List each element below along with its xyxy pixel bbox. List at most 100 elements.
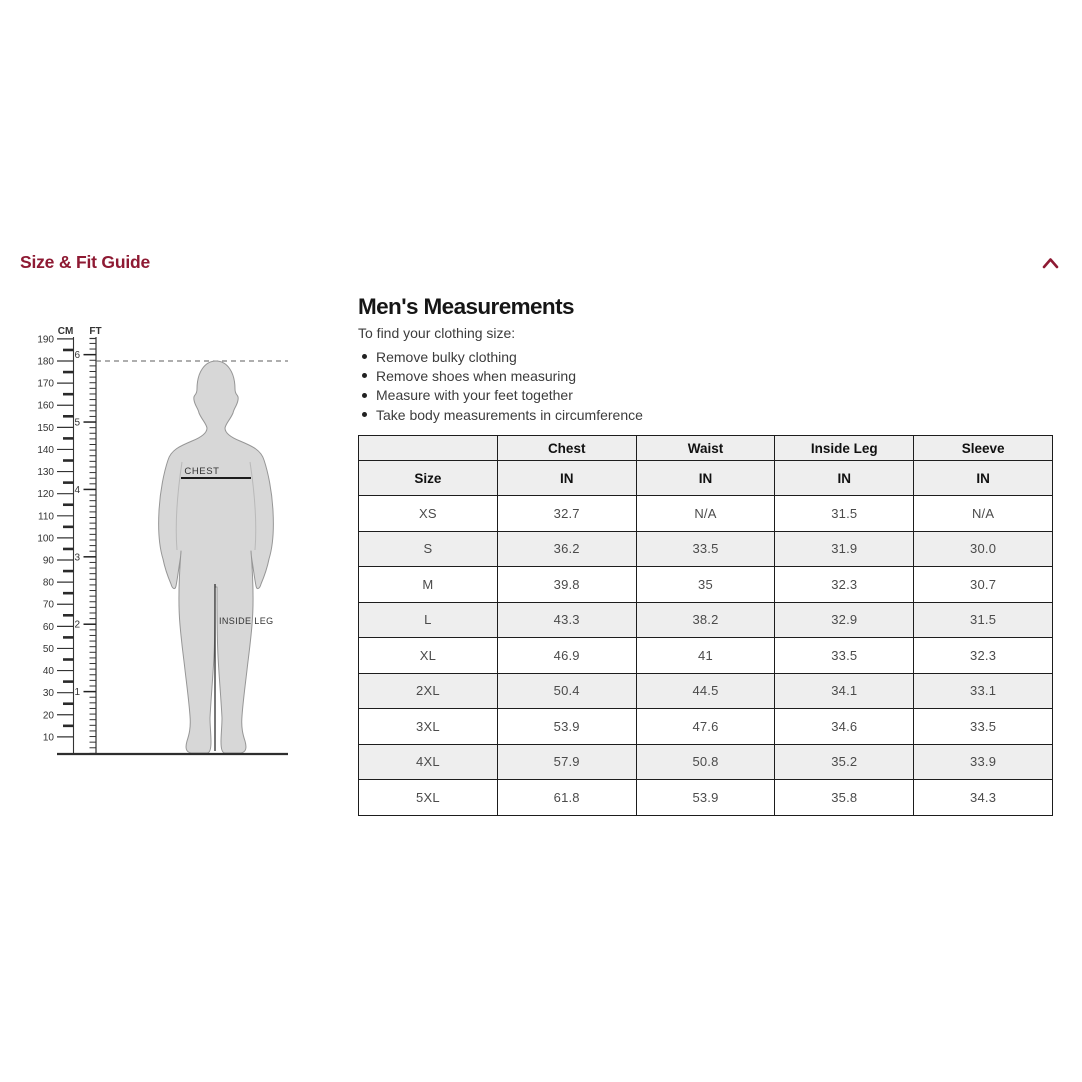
chest-cell: 61.8 <box>496 779 637 816</box>
tip-text: Remove shoes when measuring <box>376 367 576 384</box>
inside-leg-cell: 31.9 <box>774 530 915 567</box>
svg-text:130: 130 <box>37 467 54 478</box>
bullet-icon <box>362 354 367 360</box>
svg-text:170: 170 <box>37 379 54 390</box>
svg-text:120: 120 <box>37 489 54 500</box>
table-row: 3XL 53.9 47.6 34.6 33.5 <box>358 708 1053 745</box>
list-item: Remove bulky clothing <box>358 347 1054 366</box>
svg-text:180: 180 <box>37 357 54 368</box>
mens-size-table: Chest Waist Inside Leg Sleeve Size IN IN… <box>358 435 1053 816</box>
sleeve-cell: 30.7 <box>913 566 1053 603</box>
chest-cell: 43.3 <box>496 601 637 638</box>
waist-cell: 33.5 <box>635 530 776 567</box>
size-cell: L <box>358 601 498 638</box>
right-arm-crease <box>249 461 257 551</box>
chest-cell: 39.8 <box>496 566 637 603</box>
svg-text:20: 20 <box>43 710 55 721</box>
sleeve-cell: 30.0 <box>913 530 1053 567</box>
measure-diagram: CM FT 1901801701601501401301201101009080… <box>37 326 288 756</box>
svg-text:5: 5 <box>74 418 80 429</box>
svg-text:60: 60 <box>43 622 55 633</box>
svg-text:4: 4 <box>74 485 80 496</box>
size-cell: XS <box>358 495 498 532</box>
tip-text: Take body measurements in circumference <box>376 406 643 423</box>
size-col-header: Size <box>358 460 498 496</box>
unit-cell: IN <box>913 460 1053 496</box>
inside-leg-measure-label: INSIDE LEG <box>219 616 274 626</box>
waist-cell: 50.8 <box>635 743 776 780</box>
waist-cell: 44.5 <box>635 672 776 709</box>
chest-measure-label: CHEST <box>184 466 219 477</box>
left-arm-crease <box>175 461 183 551</box>
inside-leg-cell: 31.5 <box>774 495 915 532</box>
section-heading: Men's Measurements <box>358 294 574 319</box>
inside-leg-cell: 32.9 <box>774 601 915 638</box>
svg-text:100: 100 <box>37 533 54 544</box>
svg-text:80: 80 <box>43 578 55 589</box>
svg-text:2: 2 <box>74 620 80 631</box>
col-header-sleeve: Sleeve <box>913 435 1053 461</box>
bullet-icon <box>362 373 367 379</box>
svg-text:140: 140 <box>37 445 54 456</box>
measuring-tips-list: Remove bulky clothing Remove shoes when … <box>358 347 1054 424</box>
svg-text:6: 6 <box>74 350 80 361</box>
table-row: 5XL 61.8 53.9 35.8 34.3 <box>358 779 1053 816</box>
sleeve-cell: 32.3 <box>913 637 1053 674</box>
table-row: XS 32.7 N/A 31.5 N/A <box>358 495 1053 532</box>
table-row: 2XL 50.4 44.5 34.1 33.1 <box>358 672 1053 709</box>
unit-cell: IN <box>496 460 637 496</box>
table-row: L 43.3 38.2 32.9 31.5 <box>358 601 1053 638</box>
size-fit-guide-accordion-header[interactable]: Size & Fit Guide <box>20 252 1062 278</box>
size-cell: S <box>358 530 498 567</box>
list-item: Measure with your feet together <box>358 386 1054 405</box>
tip-text: Measure with your feet together <box>376 387 573 404</box>
svg-text:90: 90 <box>43 556 55 567</box>
waist-cell: 35 <box>635 566 776 603</box>
svg-text:70: 70 <box>43 600 55 611</box>
size-cell: 3XL <box>358 708 498 745</box>
sleeve-cell: 31.5 <box>913 601 1053 638</box>
waist-cell: 47.6 <box>635 708 776 745</box>
tip-text: Remove bulky clothing <box>376 348 517 365</box>
inside-leg-cell: 32.3 <box>774 566 915 603</box>
table-row: XL 46.9 41 33.5 32.3 <box>358 637 1053 674</box>
inside-leg-cell: 35.2 <box>774 743 915 780</box>
svg-text:150: 150 <box>37 423 54 434</box>
sleeve-cell: 33.1 <box>913 672 1053 709</box>
waist-cell: 41 <box>635 637 776 674</box>
inside-leg-cell: 35.8 <box>774 779 915 816</box>
inside-leg-cell: 33.5 <box>774 637 915 674</box>
sleeve-cell: 34.3 <box>913 779 1053 816</box>
size-cell: 2XL <box>358 672 498 709</box>
col-header-blank <box>358 435 498 461</box>
svg-text:3: 3 <box>74 552 80 563</box>
mens-measurements-section: Men's Measurements To find your clothing… <box>358 294 1054 424</box>
svg-text:1: 1 <box>74 687 80 698</box>
size-cell: 5XL <box>358 779 498 816</box>
svg-text:30: 30 <box>43 688 55 699</box>
cm-unit-label: CM <box>58 326 74 337</box>
page-title: Size & Fit Guide <box>20 252 151 272</box>
sleeve-cell: 33.5 <box>913 708 1053 745</box>
table-row: M 39.8 35 32.3 30.7 <box>358 566 1053 603</box>
col-header-inside-leg: Inside Leg <box>774 435 915 461</box>
ft-unit-label: FT <box>89 326 101 337</box>
svg-text:10: 10 <box>43 732 55 743</box>
waist-cell: N/A <box>635 495 776 532</box>
size-cell: M <box>358 566 498 603</box>
table-row: 4XL 57.9 50.8 35.2 33.9 <box>358 743 1053 780</box>
chevron-up-icon[interactable] <box>1042 256 1059 270</box>
table-header-row: Chest Waist Inside Leg Sleeve <box>358 435 1053 461</box>
chest-cell: 46.9 <box>496 637 637 674</box>
svg-text:50: 50 <box>43 644 55 655</box>
table-row: S 36.2 33.5 31.9 30.0 <box>358 530 1053 567</box>
male-body-silhouette <box>158 360 274 754</box>
chest-cell: 57.9 <box>496 743 637 780</box>
bullet-icon <box>362 412 367 418</box>
cm-ruler-ticks: 190 180 170 160 150 140 130 120 110 100 90 80 70 60 50… <box>37 334 74 743</box>
svg-text:190: 190 <box>37 334 54 345</box>
ft-ruler-ticks: 6 5 4 3 2 1 <box>74 342 96 754</box>
chest-cell: 36.2 <box>496 530 637 567</box>
svg-text:160: 160 <box>37 401 54 412</box>
